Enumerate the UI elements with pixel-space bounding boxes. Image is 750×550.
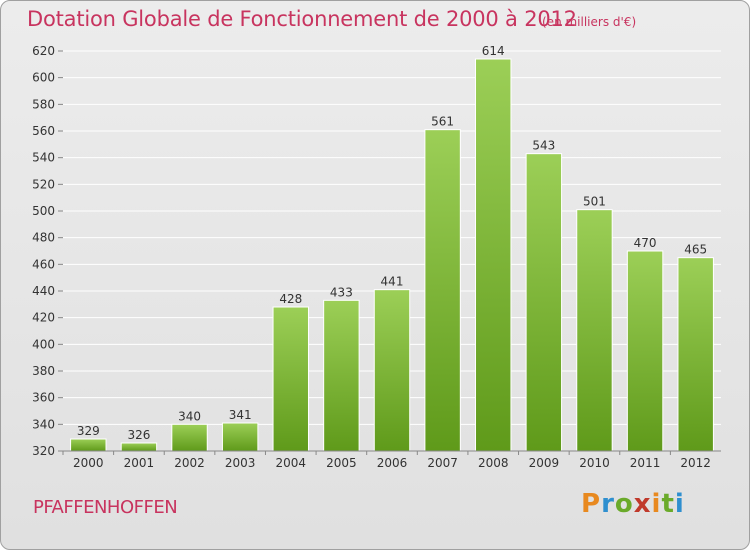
y-tick-label: 460: [32, 257, 55, 271]
data-label-2005: 433: [330, 285, 353, 299]
logo-letter: o: [614, 489, 634, 519]
x-axis-ticks: 2000 2001 2002 2003 2004 2005 2006 2007 2008 2009…: [62, 451, 711, 470]
y-tick-label: 440: [32, 284, 55, 298]
y-tick-label: 480: [32, 231, 55, 245]
x-tick-label: 2011: [630, 456, 661, 470]
x-tick-label: 2010: [579, 456, 610, 470]
logo-letter: P: [581, 489, 602, 519]
y-tick-label: 620: [32, 44, 55, 58]
x-tick-label: 2000: [73, 456, 104, 470]
logo-letter: i: [674, 489, 685, 519]
data-label-2008: 614: [482, 44, 505, 58]
chart-subtitle: (en milliers d'€): [542, 15, 637, 29]
bar-2009: [525, 153, 563, 452]
logo-letter: x: [633, 489, 652, 519]
bar-2007: [424, 129, 461, 452]
x-tick-label: 2005: [326, 456, 357, 470]
y-tick-label: 360: [32, 391, 55, 405]
data-label-2003: 341: [229, 408, 252, 422]
bar-2012: [677, 257, 714, 452]
data-label-2010: 501: [583, 195, 606, 209]
logo-letter: t: [661, 489, 675, 519]
data-label-2009: 543: [532, 139, 555, 153]
bar-2005: [323, 299, 360, 452]
data-label-2001: 326: [127, 428, 150, 442]
data-label-2000: 329: [77, 424, 100, 438]
y-tick-label: 540: [32, 151, 55, 165]
place-name: PFAFFENHOFFEN: [33, 497, 178, 518]
data-label-2011: 470: [634, 236, 657, 250]
x-tick-label: 2012: [680, 456, 711, 470]
bar-2011: [626, 250, 664, 452]
bar-2006: [373, 289, 411, 452]
y-tick-label: 520: [32, 177, 55, 191]
bar-2010: [576, 209, 613, 452]
bar-2003: [221, 422, 259, 452]
bar-2008: [475, 58, 512, 452]
data-label-2002: 340: [178, 409, 201, 423]
x-tick-label: 2002: [174, 456, 205, 470]
y-tick-label: 340: [32, 417, 55, 431]
x-tick-label: 2003: [225, 456, 256, 470]
y-tick-label: 600: [32, 71, 55, 85]
x-tick-label: 2008: [478, 456, 509, 470]
y-tick-label: 380: [32, 364, 55, 378]
y-tick-label: 320: [32, 444, 55, 458]
bar-2004: [272, 306, 309, 452]
data-label-2012: 465: [684, 243, 707, 257]
bars: [70, 58, 714, 452]
data-label-2007: 561: [431, 115, 454, 129]
data-labels: 329 326 340 341 428 433 441 561 614 543 501 470 465: [77, 44, 707, 442]
logo-letter: i: [651, 489, 662, 519]
x-tick-label: 2009: [529, 456, 560, 470]
data-label-2006: 441: [381, 275, 404, 289]
bar-2000: [70, 438, 107, 452]
x-tick-label: 2007: [427, 456, 458, 470]
logo-letter: r: [601, 489, 615, 519]
y-tick-label: 500: [32, 204, 55, 218]
y-tick-label: 560: [32, 124, 55, 138]
proxiti-logo: Proxiti: [581, 489, 685, 519]
bar-2001: [120, 442, 158, 452]
bar-2002: [171, 423, 208, 452]
y-tick-label: 420: [32, 311, 55, 325]
y-axis-ticks: 320 340 360 380 400 420 440 460 480 500 520 540 560 5…: [32, 44, 63, 458]
data-label-2004: 428: [279, 292, 302, 306]
y-tick-label: 580: [32, 97, 55, 111]
y-tick-label: 400: [32, 337, 55, 351]
x-tick-label: 2004: [275, 456, 306, 470]
x-tick-label: 2006: [377, 456, 408, 470]
x-tick-label: 2001: [124, 456, 155, 470]
chart-title: Dotation Globale de Fonctionnement de 20…: [27, 7, 577, 31]
